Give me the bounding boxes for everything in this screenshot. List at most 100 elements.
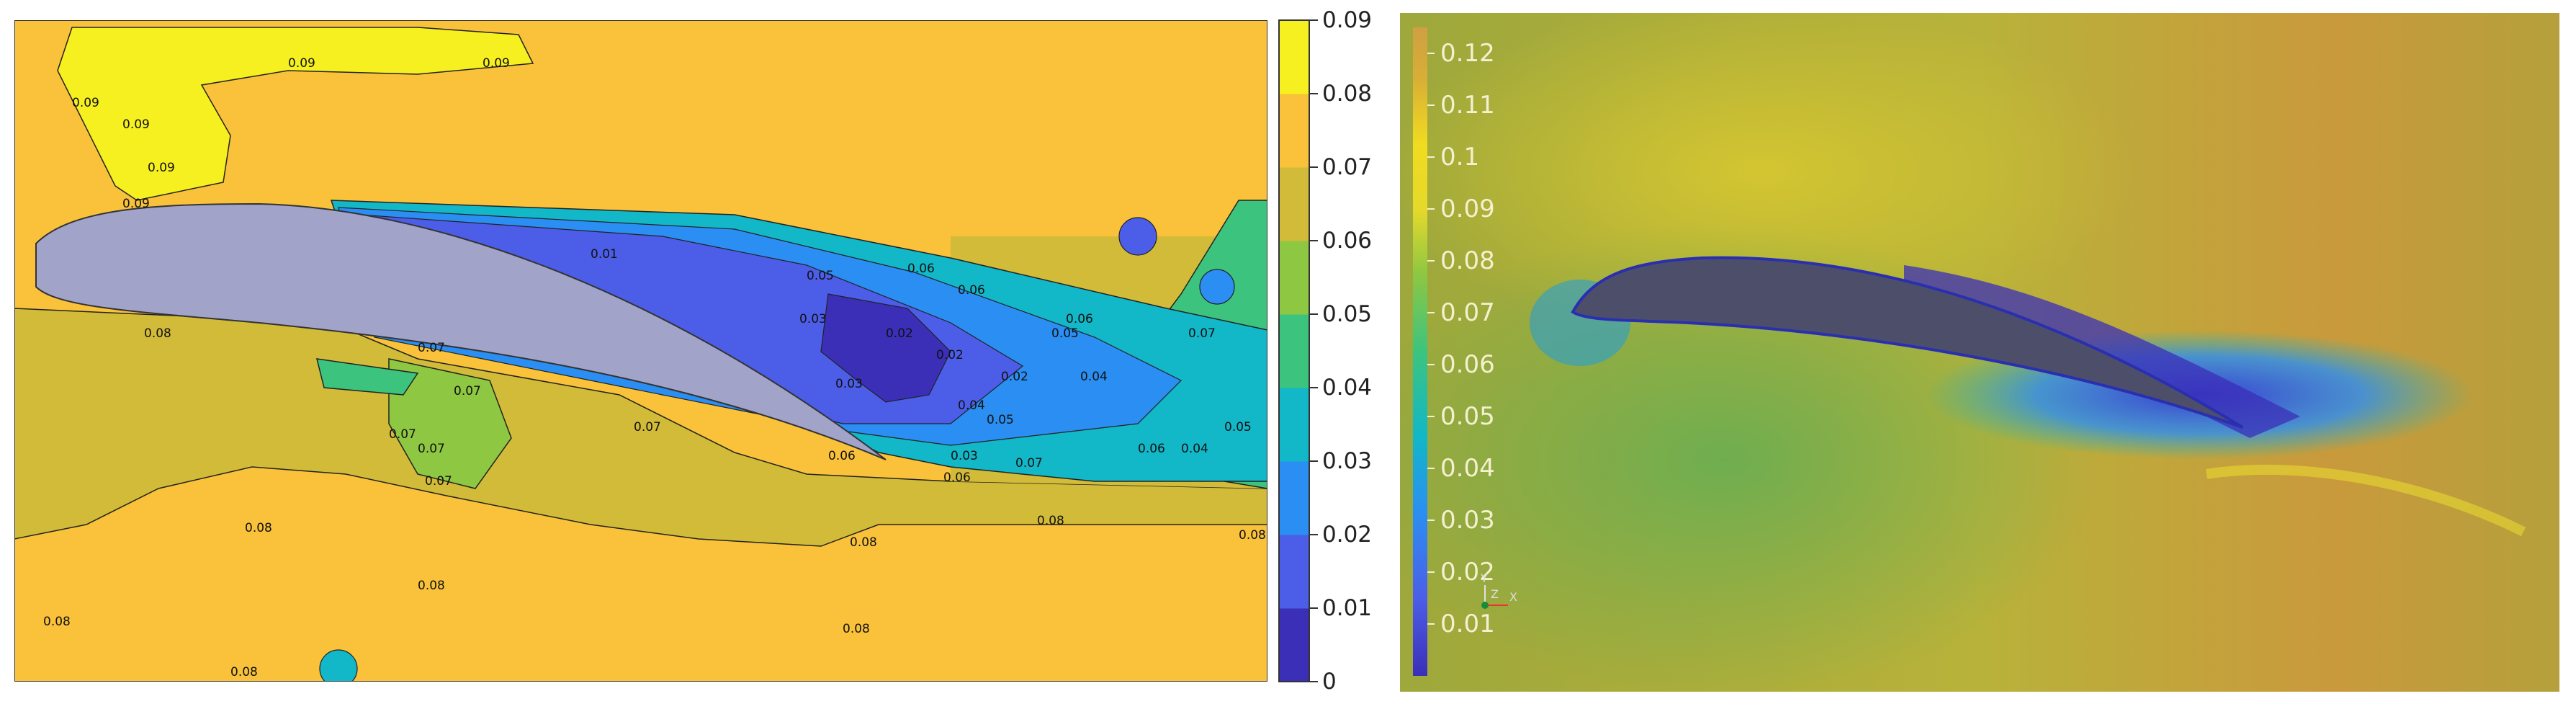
left-contour-svg: 0.09 0.09 0.09 0.09 0.09 0.09 0.08 0.08 0.08 0.08… [14,19,1268,688]
colorbar-band [1279,167,1309,241]
right-field-svg: 0.12 0.11 0.1 0.09 0.08 0.07 0.06 0.05 0.04 0.03 0… [1350,0,2559,697]
contour-label: 0.01 [591,247,618,262]
right-colorbar-tick-label: 0.06 [1440,350,1495,379]
wake-core [820,293,951,403]
colorbar-tick-label: 0.03 [1322,448,1372,474]
colorbar-tick-label: 0.06 [1322,228,1372,254]
contour-label: 0.05 [1051,326,1079,341]
contour-label: 0.08 [1037,514,1064,528]
contour-label: 0.08 [43,615,71,629]
contour-label: 0.09 [122,117,150,132]
contour-label-layer: 0.09 0.09 0.09 0.09 0.09 0.09 0.08 0.08 0.08 0.08… [43,56,1266,679]
right-colorbar-tick-label: 0.07 [1440,298,1495,327]
axes-triad: Y Z X [1480,571,1517,609]
green-strip [316,358,419,396]
contour-label: 0.08 [843,622,870,636]
right-colorbar-tick-label: 0.11 [1440,91,1495,120]
right-colorbar-tick-label: 0.01 [1440,610,1495,638]
triad-label-z: Z [1491,587,1499,601]
contour-label: 0.07 [418,442,445,456]
colorbar-band [1279,535,1309,609]
triad-label-x: X [1509,590,1517,604]
right-field-plot: 0.12 0.11 0.1 0.09 0.08 0.07 0.06 0.05 0.04 0.03 0… [1350,0,2559,697]
contour-label: 0.06 [943,471,971,485]
colorbar-band [1279,314,1309,388]
contour-label: 0.07 [1188,326,1216,341]
contour-label: 0.07 [418,341,445,355]
colorbar-tick-label: 0.09 [1322,7,1372,33]
contour-label: 0.07 [1015,456,1043,471]
right-colorbar-ticks: 0.12 0.11 0.1 0.09 0.08 0.07 0.06 0.05 0.04 0.03 0… [1427,39,1495,638]
colorbar-band [1279,20,1309,94]
colorbar-ticks: 0.09 0.08 0.07 0.06 0.05 0.04 0.03 0.02 0.01 0 [1309,7,1372,695]
contour-label: 0.03 [799,312,827,326]
colorbar-band [1279,388,1309,462]
right-colorbar-tick-label: 0.08 [1440,246,1495,275]
colorbar-tick-label: 0.04 [1322,375,1372,401]
contour-label: 0.05 [987,413,1014,427]
contour-label: 0.02 [1001,370,1028,384]
contour-label: 0.08 [144,326,171,341]
contour-label: 0.09 [288,56,315,71]
airfoil-shape [1571,256,2244,429]
contour-label: 0.03 [951,449,978,463]
contour-label: 0.02 [936,348,964,362]
wake-shear-line [2205,464,2526,537]
left-contour-plot: 0.09 0.09 0.09 0.09 0.09 0.09 0.08 0.08 0.08 0.08… [14,19,1268,688]
right-colorbar-tick-label: 0.03 [1440,506,1495,535]
colorbar-tick-label: 0 [1322,669,1337,695]
contour-label: 0.05 [807,269,834,283]
contour-label: 0.09 [148,161,175,175]
colorbar-tick-label: 0.02 [1322,522,1372,548]
contour-label: 0.02 [886,326,913,341]
contour-label: 0.09 [72,96,99,110]
contour-label: 0.07 [425,474,452,489]
vortex-spot [1118,217,1157,256]
contour-label: 0.09 [483,56,510,71]
contour-label: 0.09 [122,197,150,211]
contour-label: 0.06 [907,262,935,276]
colorbar-tick-label: 0.01 [1322,595,1372,621]
contour-label: 0.08 [418,579,445,593]
yellow-region [57,27,534,201]
contour-label: 0.03 [835,377,863,391]
right-colorbar-tick-label: 0.04 [1440,454,1495,483]
contour-label: 0.04 [1181,442,1208,456]
right-colorbar-tick-label: 0.05 [1440,402,1495,431]
colorbar-band [1279,608,1309,682]
left-colorbar: 0.09 0.08 0.07 0.06 0.05 0.04 0.03 0.02 0.01 0 [1278,7,1372,695]
colorbar-bands [1279,20,1309,682]
colorbar-band [1279,461,1309,535]
contour-label: 0.04 [1080,370,1108,384]
contour-label: 0.08 [245,521,272,535]
contour-label: 0.05 [1224,420,1252,434]
right-colorbar-tick-label: 0.09 [1440,195,1495,223]
airfoil-shape [35,202,887,460]
left-colorbar-svg: 0.09 0.08 0.07 0.06 0.05 0.04 0.03 0.02 0.01 0 [1278,7,1372,695]
triad-z-axis [1481,602,1489,609]
colorbar-tick-label: 0.08 [1322,81,1372,107]
colorbar-frame [1278,19,1310,682]
contour-label: 0.06 [828,449,856,463]
contour-label: 0.07 [634,420,661,434]
contour-label: 0.07 [389,427,416,442]
right-colorbar [1413,27,1427,676]
colorbar-band [1279,241,1309,315]
right-colorbar-tick-label: 0.1 [1440,143,1479,171]
colorbar-tick-label: 0.07 [1322,154,1372,180]
contour-label: 0.08 [230,665,258,679]
contour-label: 0.08 [1239,528,1266,543]
vortex-spot [1199,269,1235,305]
green-blob [388,358,512,489]
right-colorbar-tick-label: 0.02 [1440,558,1495,587]
contour-label: 0.06 [1066,312,1093,326]
contour-label: 0.06 [1138,442,1165,456]
triad-label-y: Y [1480,571,1488,585]
colorbar-band [1279,94,1309,168]
contour-label: 0.08 [850,535,877,550]
contour-label: 0.06 [958,283,985,298]
contour-label: 0.04 [958,398,985,413]
right-colorbar-tick-label: 0.12 [1440,39,1495,68]
contour-label: 0.07 [454,384,481,398]
colorbar-tick-label: 0.05 [1322,301,1372,327]
